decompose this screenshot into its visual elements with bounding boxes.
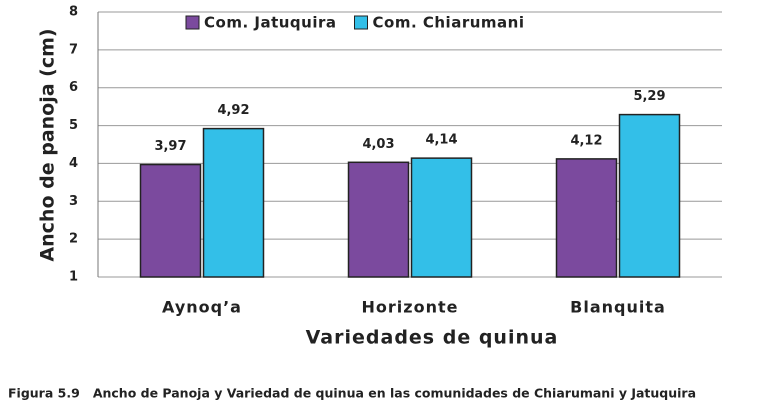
bar <box>347 161 410 278</box>
legend-swatch <box>354 15 368 30</box>
value-label: 4,92 <box>217 103 249 118</box>
legend-swatch <box>185 15 200 30</box>
x-tick-label: Horizonte <box>362 298 459 317</box>
caption: Figura 5.9 Ancho de Panoja y Variedad de… <box>8 386 696 401</box>
x-tick-label: Blanquita <box>570 298 666 317</box>
value-label: 3,97 <box>154 139 186 154</box>
bar <box>202 127 265 278</box>
y-axis-label: Ancho de panoja (cm) <box>37 28 59 261</box>
y-tick-label: 2 <box>69 232 78 247</box>
x-tick-label: Aynoq’a <box>162 298 242 317</box>
bar <box>410 157 473 278</box>
legend-label: Com. Jatuquira <box>204 14 337 32</box>
y-tick-label: 3 <box>69 194 78 209</box>
legend-label: Com. Chiarumani <box>373 14 525 32</box>
bar <box>139 163 202 278</box>
value-label: 5,29 <box>633 89 665 104</box>
y-tick-label: 6 <box>69 80 78 95</box>
x-axis-label: Variedades de quinua <box>306 327 559 349</box>
y-tick-label: 7 <box>69 42 78 57</box>
y-tick-label: 8 <box>69 5 78 20</box>
bar <box>555 158 618 278</box>
y-tick-label: 5 <box>69 118 78 133</box>
value-label: 4,12 <box>570 133 602 148</box>
bar <box>618 113 681 278</box>
value-label: 4,03 <box>362 137 394 152</box>
y-tick-label: 1 <box>69 270 78 285</box>
y-tick-label: 4 <box>69 156 78 171</box>
value-label: 4,14 <box>425 133 457 148</box>
